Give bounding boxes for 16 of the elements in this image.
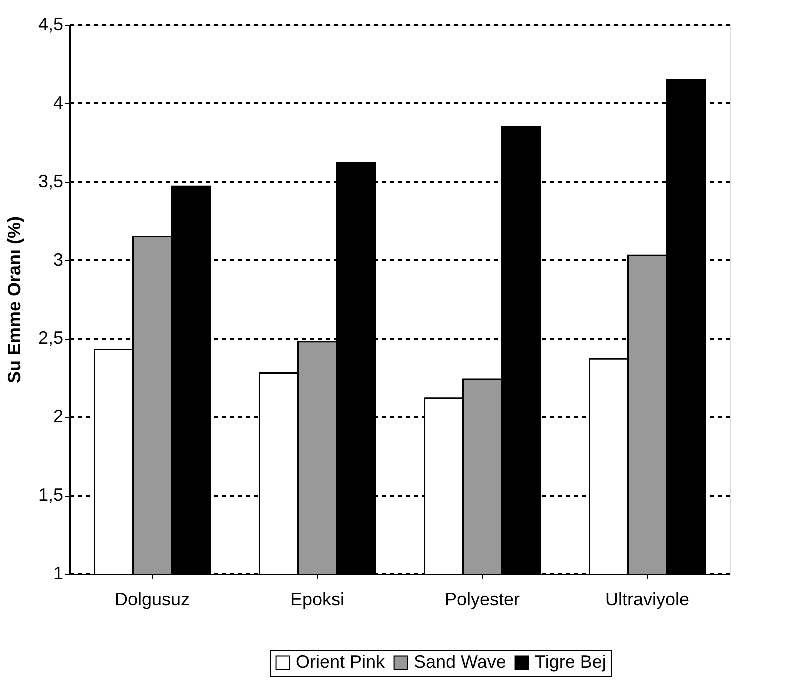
x-tick-label: Dolgusuz	[114, 590, 190, 610]
legend-label: Sand Wave	[414, 652, 506, 672]
y-tick-label: 2	[53, 406, 64, 427]
y-tick-label: 4	[53, 92, 64, 113]
y-tick-label: 1	[53, 564, 64, 584]
y-tick-label: 3,5	[38, 171, 64, 192]
y-axis-title: Su Emme Oranı (%)	[4, 216, 24, 384]
x-tick-label: Ultraviyole	[605, 590, 690, 610]
y-tick-label: 1,5	[38, 485, 64, 506]
x-tick-label: Polyester	[444, 590, 520, 610]
legend-label: Tigre Bej	[535, 652, 606, 672]
y-tick-label: 4,5	[38, 14, 64, 34]
legend-label: Orient Pink	[296, 652, 386, 672]
y-tick-label: 3	[53, 250, 64, 270]
y-tick-label: 2,5	[38, 328, 64, 348]
x-tick-label: Epoksi	[290, 590, 345, 610]
